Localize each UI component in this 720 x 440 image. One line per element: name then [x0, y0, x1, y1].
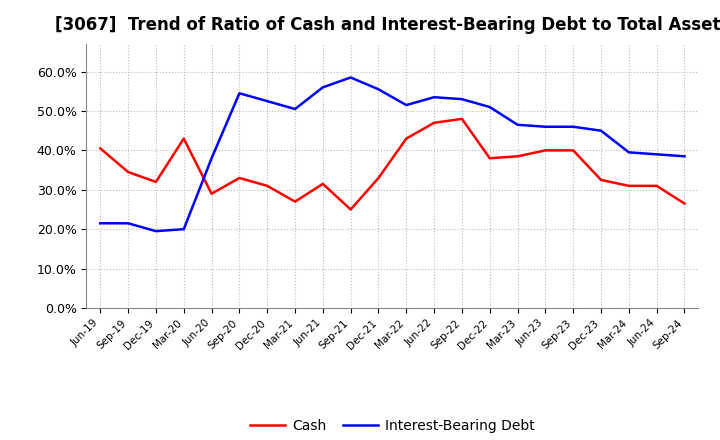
Interest-Bearing Debt	[179, 227, 188, 232]
Interest-Bearing Debt	[346, 75, 355, 80]
Interest-Bearing Debt	[652, 152, 661, 157]
Interest-Bearing Debt	[235, 91, 243, 96]
Cash	[152, 179, 161, 184]
Interest-Bearing Debt	[96, 220, 104, 226]
Interest-Bearing Debt	[624, 150, 633, 155]
Interest-Bearing Debt	[152, 228, 161, 234]
Interest-Bearing Debt	[291, 106, 300, 112]
Legend: Cash, Interest-Bearing Debt: Cash, Interest-Bearing Debt	[245, 413, 540, 438]
Cash	[569, 148, 577, 153]
Interest-Bearing Debt	[485, 104, 494, 110]
Interest-Bearing Debt	[124, 220, 132, 226]
Line: Interest-Bearing Debt: Interest-Bearing Debt	[100, 77, 685, 231]
Cash	[207, 191, 216, 196]
Cash	[513, 154, 522, 159]
Cash	[402, 136, 410, 141]
Interest-Bearing Debt	[207, 156, 216, 161]
Interest-Bearing Debt	[458, 96, 467, 102]
Interest-Bearing Debt	[430, 95, 438, 100]
Cash	[458, 116, 467, 121]
Cash	[263, 183, 271, 188]
Interest-Bearing Debt	[318, 85, 327, 90]
Interest-Bearing Debt	[513, 122, 522, 128]
Cash	[346, 207, 355, 212]
Interest-Bearing Debt	[597, 128, 606, 133]
Cash	[374, 175, 383, 180]
Cash	[652, 183, 661, 188]
Interest-Bearing Debt	[402, 103, 410, 108]
Interest-Bearing Debt	[263, 99, 271, 104]
Cash	[597, 177, 606, 183]
Cash	[485, 156, 494, 161]
Cash	[179, 136, 188, 141]
Cash	[541, 148, 550, 153]
Interest-Bearing Debt	[374, 87, 383, 92]
Cash	[624, 183, 633, 188]
Interest-Bearing Debt	[680, 154, 689, 159]
Cash	[318, 181, 327, 187]
Cash	[124, 169, 132, 175]
Interest-Bearing Debt	[541, 124, 550, 129]
Cash	[235, 175, 243, 180]
Cash	[96, 146, 104, 151]
Line: Cash: Cash	[100, 119, 685, 209]
Interest-Bearing Debt	[569, 124, 577, 129]
Cash	[430, 120, 438, 125]
Title: [3067]  Trend of Ratio of Cash and Interest-Bearing Debt to Total Assets: [3067] Trend of Ratio of Cash and Intere…	[55, 16, 720, 34]
Cash	[291, 199, 300, 204]
Cash	[680, 201, 689, 206]
